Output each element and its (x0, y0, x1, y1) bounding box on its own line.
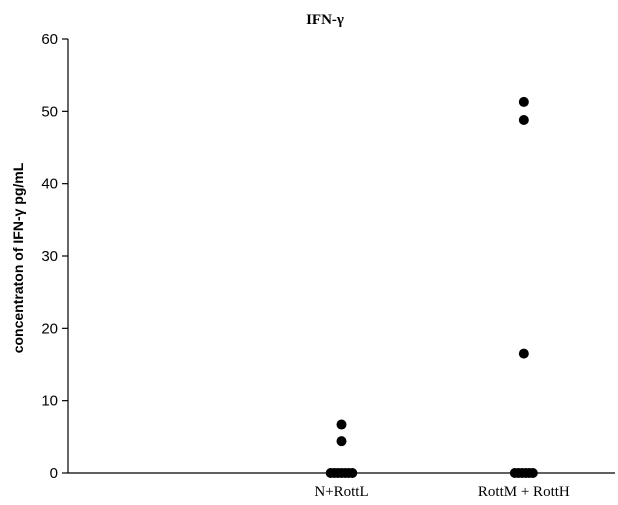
y-axis: 0 10 20 30 40 50 60 (41, 31, 69, 482)
y-tick-label: 0 (50, 465, 58, 482)
x-tick-label: RottM + RottH (478, 484, 570, 500)
data-point (518, 348, 529, 359)
y-tick-label: 50 (41, 103, 58, 120)
data-point (336, 419, 347, 430)
data-point (518, 115, 529, 126)
data-point (336, 436, 347, 447)
data-point (527, 468, 538, 478)
data-point (518, 96, 529, 107)
y-tick-label: 10 (41, 393, 58, 410)
chart-title: IFN-γ (306, 12, 344, 28)
y-tick-label: 30 (41, 248, 58, 265)
y-tick-label: 60 (41, 31, 58, 48)
y-tick-label: 40 (41, 176, 58, 193)
data-points (325, 96, 538, 478)
x-tick-label: N+RottL (314, 484, 368, 500)
y-axis-label: concentraton of IFN-γ pg/mL (10, 162, 26, 353)
data-point (347, 468, 358, 478)
y-tick-label: 20 (41, 320, 58, 337)
